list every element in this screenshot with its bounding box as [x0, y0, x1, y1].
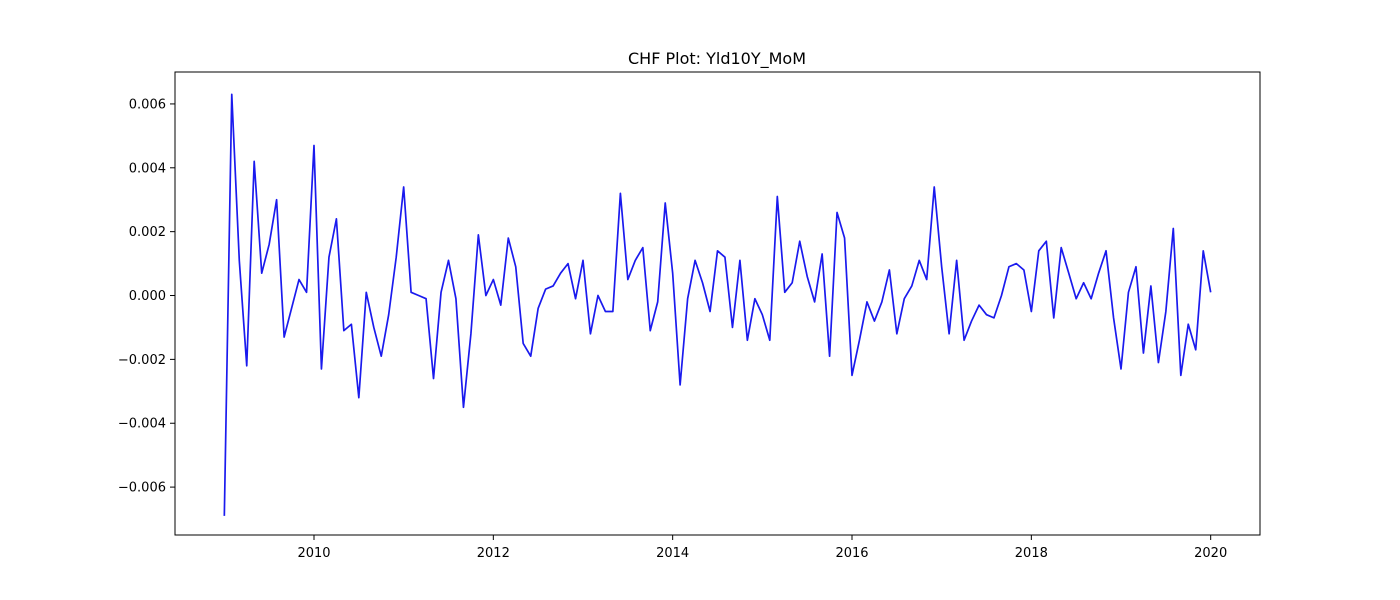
chart-title: CHF Plot: Yld10Y_MoM	[628, 49, 806, 69]
y-tick-label: 0.002	[129, 225, 166, 240]
y-tick-label: −0.006	[118, 481, 166, 496]
x-tick-label: 2018	[1015, 546, 1048, 561]
series-line-0	[223, 93, 1212, 516]
x-tick-label: 2020	[1194, 546, 1227, 561]
x-tick-label: 2014	[656, 546, 689, 561]
x-tick-label: 2012	[477, 546, 510, 561]
y-tick-label: 0.000	[129, 289, 166, 304]
y-tick-label: −0.004	[118, 417, 166, 432]
plot-area-frame	[174, 71, 1261, 536]
y-tick-label: 0.006	[129, 97, 166, 112]
x-tick-label: 2010	[297, 546, 330, 561]
y-axis: −0.006 −0.004 −0.002 0.000 0.002 0.004 0.006	[118, 97, 175, 496]
x-tick-label: 2016	[835, 546, 868, 561]
series-layer	[223, 93, 1212, 516]
y-tick-label: 0.004	[129, 161, 166, 176]
x-axis: 2010 2012 2014 2016 2018 2020	[297, 535, 1227, 561]
y-tick-label: −0.002	[118, 353, 166, 368]
